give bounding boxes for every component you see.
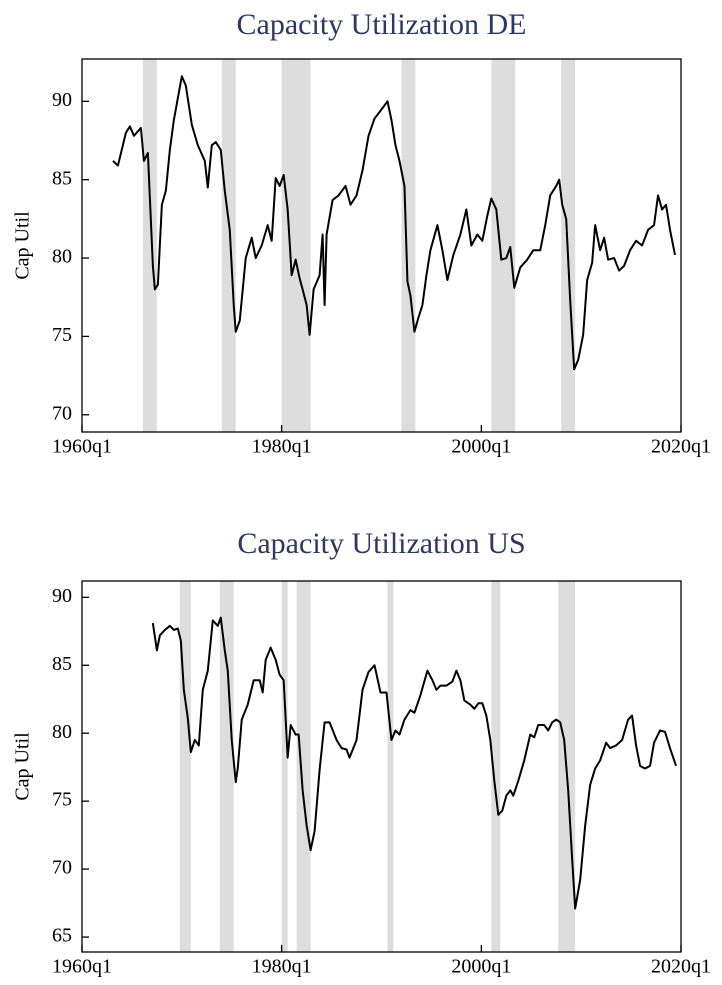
recession-shade: [281, 581, 288, 952]
y-tick-label: 85: [52, 167, 72, 189]
chart-title: Capacity Utilization DE: [237, 8, 527, 41]
y-tick-label: 90: [52, 89, 72, 111]
data-line: [112, 75, 676, 371]
y-tick-label: 75: [52, 789, 72, 811]
recession-shade: [219, 581, 234, 952]
x-tick-label: 1980q1: [252, 436, 312, 458]
x-tick-label: 1960q1: [52, 436, 112, 458]
y-tick-label: 80: [52, 246, 72, 268]
x-tick-label: 2020q1: [651, 956, 711, 978]
y-axis-label: Cap Util: [12, 732, 34, 801]
recession-shade: [296, 581, 311, 952]
recession-shade: [142, 59, 157, 432]
y-tick-label: 75: [52, 324, 72, 346]
x-tick-label: 2000q1: [451, 956, 511, 978]
plot-frame: [81, 580, 682, 953]
y-axis-label: Cap Util: [12, 211, 34, 280]
y-tick-label: 70: [52, 402, 72, 424]
x-tick-label: 1980q1: [252, 956, 312, 978]
y-tick-label: 70: [52, 857, 72, 879]
x-tick-label: 2020q1: [651, 436, 711, 458]
recession-shade: [221, 59, 236, 432]
recession-shade: [387, 581, 394, 952]
recession-shade: [281, 59, 311, 432]
y-tick-label: 80: [52, 721, 72, 743]
y-tick-label: 65: [52, 925, 72, 947]
chart-title: Capacity Utilization US: [237, 527, 525, 560]
recession-shade: [491, 59, 516, 432]
recession-shade: [179, 581, 191, 952]
data-line: [151, 616, 677, 910]
recession-shade: [491, 581, 501, 952]
recession-shade: [401, 59, 416, 432]
plot-frame: [81, 58, 682, 433]
x-tick-label: 1960q1: [52, 956, 112, 978]
y-tick-label: 90: [52, 585, 72, 607]
x-tick-label: 2000q1: [451, 436, 511, 458]
y-tick-label: 85: [52, 653, 72, 675]
